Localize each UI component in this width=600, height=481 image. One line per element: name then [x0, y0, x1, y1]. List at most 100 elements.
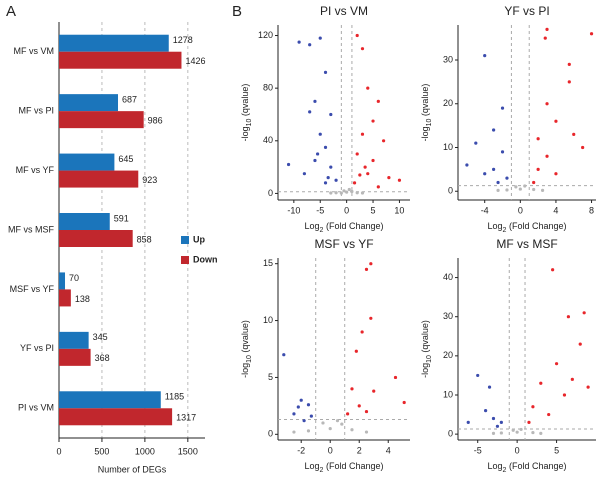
- point: [491, 431, 496, 435]
- y-tick-label: 120: [258, 30, 273, 40]
- x-tick-label: 0: [515, 445, 520, 455]
- value-label: 645: [118, 154, 133, 164]
- point: [326, 176, 330, 180]
- point: [354, 349, 358, 353]
- y-tick-label: 20: [443, 98, 453, 108]
- axis-label: -log10 (qvalue): [420, 320, 433, 378]
- bar: [59, 213, 110, 230]
- axis-label-part: (qvalue): [240, 320, 250, 355]
- value-label: 986: [148, 116, 163, 126]
- axis-label: Log2 (Fold Change): [305, 221, 384, 234]
- x-tick-label: 4: [386, 445, 391, 455]
- point: [299, 398, 303, 402]
- point: [313, 99, 317, 103]
- panel-label: A: [6, 3, 16, 20]
- axis-label: -log10 (qvalue): [240, 320, 253, 378]
- point: [364, 267, 369, 271]
- point: [578, 342, 582, 346]
- point: [334, 178, 338, 182]
- value-label: 591: [114, 213, 129, 223]
- point: [292, 430, 296, 434]
- x-tick-label: 0: [328, 445, 333, 455]
- point: [519, 427, 523, 432]
- axis-label-part: (qvalue): [420, 84, 430, 119]
- y-tick-label: 80: [263, 83, 273, 93]
- chart-title: YF vs PI: [504, 4, 549, 18]
- x-tick-label: 10: [394, 205, 404, 215]
- point: [350, 387, 354, 391]
- axis-label-part: (qvalue): [240, 84, 250, 119]
- x-tick-label: 5: [554, 445, 559, 455]
- axis-label-subscript: 2: [503, 227, 507, 234]
- axis-label-part: Log: [488, 221, 503, 231]
- point: [376, 185, 380, 189]
- x-tick-label: 8: [589, 205, 594, 215]
- axis-label-part: -log: [420, 363, 430, 378]
- point: [492, 167, 496, 171]
- point: [554, 362, 559, 366]
- point: [554, 119, 558, 123]
- point: [496, 188, 500, 192]
- y-tick-label: 40: [263, 135, 273, 145]
- point: [329, 191, 333, 195]
- point: [387, 176, 391, 180]
- x-axis-label: Number of DEGs: [98, 464, 167, 474]
- point: [511, 428, 515, 432]
- value-label: 1185: [165, 392, 184, 402]
- point: [567, 62, 571, 66]
- point: [360, 330, 364, 334]
- value-label: 368: [95, 353, 110, 363]
- axis-label-part: (Fold Change): [506, 461, 566, 471]
- point: [536, 137, 540, 141]
- point: [350, 189, 354, 194]
- point: [572, 132, 576, 136]
- point: [329, 112, 333, 117]
- value-label: 345: [93, 332, 108, 342]
- category-label: YF vs PI: [20, 343, 54, 353]
- bar: [59, 348, 91, 366]
- point: [487, 385, 492, 389]
- point: [364, 430, 369, 434]
- legend-swatch: [181, 256, 189, 264]
- axis-label: -log10 (qvalue): [240, 84, 253, 142]
- point: [539, 381, 543, 385]
- axis-label-part: -log: [240, 126, 250, 141]
- point: [323, 145, 328, 149]
- point: [551, 268, 555, 272]
- point: [554, 172, 558, 176]
- x-tick-label: 5: [371, 205, 376, 215]
- point: [355, 152, 359, 156]
- y-tick-label: 40: [443, 272, 453, 282]
- x-tick-label: -5: [316, 205, 324, 215]
- axis-label-subscript: 2: [320, 227, 324, 234]
- axis-label-part: Log: [488, 461, 503, 471]
- value-label: 1317: [176, 413, 196, 423]
- category-label: MF vs YF: [16, 165, 55, 175]
- point: [397, 178, 402, 182]
- bar: [59, 34, 169, 52]
- point: [483, 172, 487, 176]
- point: [355, 191, 359, 195]
- point: [297, 40, 301, 44]
- chart-title: MSF vs YF: [314, 237, 373, 251]
- x-tick-label: 0: [344, 205, 349, 215]
- point: [492, 128, 496, 132]
- point: [296, 405, 300, 409]
- point: [589, 32, 594, 36]
- y-tick-label: 10: [443, 389, 453, 399]
- point: [402, 400, 406, 405]
- point: [358, 173, 362, 177]
- point: [496, 180, 500, 185]
- point: [350, 428, 354, 432]
- chart-title: PI vs VM: [320, 4, 368, 18]
- axis-label-part: -log: [420, 126, 430, 141]
- point: [545, 154, 549, 158]
- value-label: 1426: [185, 56, 205, 66]
- point: [586, 385, 590, 389]
- category-label: MF vs VM: [14, 46, 55, 56]
- point: [340, 422, 344, 426]
- point: [547, 412, 551, 417]
- point: [474, 141, 478, 145]
- point: [543, 36, 547, 40]
